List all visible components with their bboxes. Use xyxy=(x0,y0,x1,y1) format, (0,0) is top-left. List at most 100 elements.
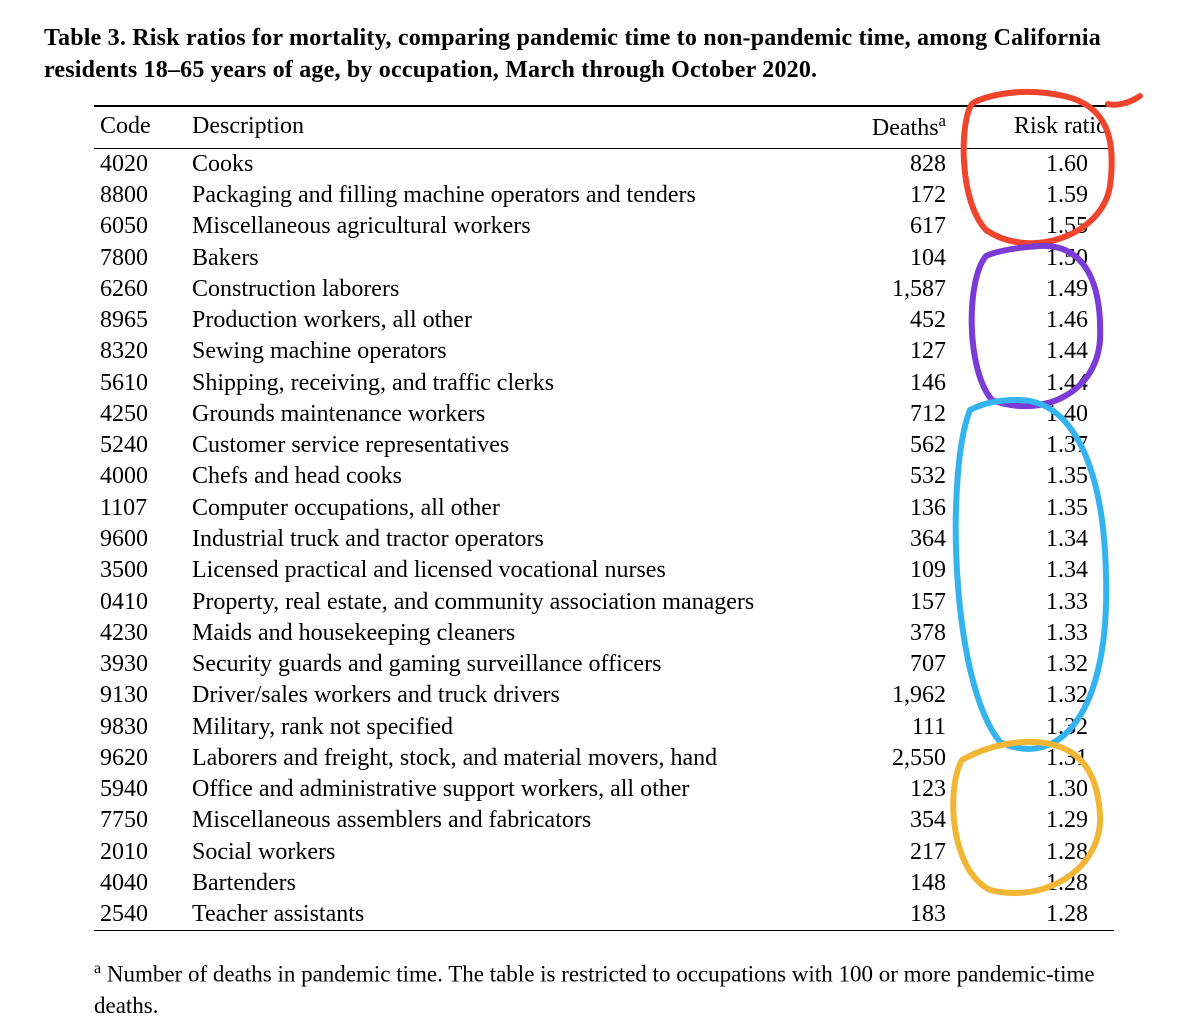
table-row: 9620Laborers and freight, stock, and mat… xyxy=(94,743,1114,774)
cell-code: 4040 xyxy=(94,868,186,899)
cell-deaths: 111 xyxy=(820,712,952,743)
cell-deaths: 364 xyxy=(820,524,952,555)
footnote-text: Number of deaths in pandemic time. The t… xyxy=(94,962,1095,1018)
cell-deaths: 127 xyxy=(820,336,952,367)
table-row: 8965Production workers, all other4521.46 xyxy=(94,305,1114,336)
table-row: 2010Social workers2171.28 xyxy=(94,837,1114,868)
cell-description: Office and administrative support worker… xyxy=(186,774,820,805)
cell-deaths: 1,962 xyxy=(820,680,952,711)
cell-risk-ratio: 1.34 xyxy=(952,524,1114,555)
cell-code: 9830 xyxy=(94,712,186,743)
table-row: 3930Security guards and gaming surveilla… xyxy=(94,649,1114,680)
table-row: 5240Customer service representatives5621… xyxy=(94,430,1114,461)
cell-deaths: 562 xyxy=(820,430,952,461)
table-footnote: a Number of deaths in pandemic time. The… xyxy=(94,954,1114,1021)
cell-description: Bartenders xyxy=(186,868,820,899)
cell-code: 2540 xyxy=(94,899,186,931)
page: Table 3. Risk ratios for mortality, comp… xyxy=(0,0,1182,1021)
table-container: Code Description Deathsa Risk ratio 4020… xyxy=(94,105,1114,932)
cell-risk-ratio: 1.35 xyxy=(952,493,1114,524)
cell-code: 4230 xyxy=(94,618,186,649)
cell-risk-ratio: 1.44 xyxy=(952,368,1114,399)
cell-description: Licensed practical and licensed vocation… xyxy=(186,555,820,586)
table-row: 4020Cooks8281.60 xyxy=(94,148,1114,180)
cell-deaths: 104 xyxy=(820,243,952,274)
cell-deaths: 136 xyxy=(820,493,952,524)
cell-risk-ratio: 1.32 xyxy=(952,680,1114,711)
cell-deaths: 217 xyxy=(820,837,952,868)
table-row: 4250Grounds maintenance workers7121.40 xyxy=(94,399,1114,430)
table-row: 7800Bakers1041.50 xyxy=(94,243,1114,274)
table-row: 9830Military, rank not specified1111.32 xyxy=(94,712,1114,743)
cell-code: 9600 xyxy=(94,524,186,555)
table-row: 8320Sewing machine operators1271.44 xyxy=(94,336,1114,367)
cell-code: 7750 xyxy=(94,805,186,836)
table-row: 5610Shipping, receiving, and traffic cle… xyxy=(94,368,1114,399)
col-header-code: Code xyxy=(94,106,186,149)
col-header-deaths-label: Deaths xyxy=(872,115,939,141)
cell-deaths: 828 xyxy=(820,148,952,180)
table-row: 6050Miscellaneous agricultural workers61… xyxy=(94,211,1114,242)
cell-risk-ratio: 1.30 xyxy=(952,774,1114,805)
cell-deaths: 617 xyxy=(820,211,952,242)
cell-description: Social workers xyxy=(186,837,820,868)
table-caption: Table 3. Risk ratios for mortality, comp… xyxy=(44,22,1146,87)
cell-risk-ratio: 1.35 xyxy=(952,461,1114,492)
cell-risk-ratio: 1.34 xyxy=(952,555,1114,586)
col-header-risk-ratio: Risk ratio xyxy=(952,106,1114,149)
cell-description: Industrial truck and tractor operators xyxy=(186,524,820,555)
cell-description: Chefs and head cooks xyxy=(186,461,820,492)
cell-description: Packaging and filling machine operators … xyxy=(186,180,820,211)
cell-description: Maids and housekeeping cleaners xyxy=(186,618,820,649)
cell-description: Sewing machine operators xyxy=(186,336,820,367)
table-row: 8800Packaging and filling machine operat… xyxy=(94,180,1114,211)
cell-risk-ratio: 1.28 xyxy=(952,837,1114,868)
table-row: 1107Computer occupations, all other1361.… xyxy=(94,493,1114,524)
cell-description: Cooks xyxy=(186,148,820,180)
cell-deaths: 707 xyxy=(820,649,952,680)
cell-deaths: 1,587 xyxy=(820,274,952,305)
cell-code: 3500 xyxy=(94,555,186,586)
cell-description: Shipping, receiving, and traffic clerks xyxy=(186,368,820,399)
cell-deaths: 378 xyxy=(820,618,952,649)
cell-code: 7800 xyxy=(94,243,186,274)
cell-description: Property, real estate, and community ass… xyxy=(186,587,820,618)
cell-deaths: 712 xyxy=(820,399,952,430)
cell-description: Driver/sales workers and truck drivers xyxy=(186,680,820,711)
cell-risk-ratio: 1.46 xyxy=(952,305,1114,336)
cell-deaths: 109 xyxy=(820,555,952,586)
cell-code: 1107 xyxy=(94,493,186,524)
cell-description: Laborers and freight, stock, and materia… xyxy=(186,743,820,774)
cell-code: 9620 xyxy=(94,743,186,774)
cell-risk-ratio: 1.28 xyxy=(952,899,1114,931)
cell-code: 0410 xyxy=(94,587,186,618)
cell-deaths: 354 xyxy=(820,805,952,836)
risk-ratio-table: Code Description Deathsa Risk ratio 4020… xyxy=(94,105,1114,932)
cell-description: Construction laborers xyxy=(186,274,820,305)
cell-description: Customer service representatives xyxy=(186,430,820,461)
col-header-deaths-super: a xyxy=(939,111,946,130)
cell-description: Military, rank not specified xyxy=(186,712,820,743)
cell-deaths: 532 xyxy=(820,461,952,492)
cell-description: Grounds maintenance workers xyxy=(186,399,820,430)
cell-deaths: 148 xyxy=(820,868,952,899)
cell-description: Miscellaneous assemblers and fabricators xyxy=(186,805,820,836)
cell-risk-ratio: 1.49 xyxy=(952,274,1114,305)
cell-risk-ratio: 1.32 xyxy=(952,649,1114,680)
cell-deaths: 2,550 xyxy=(820,743,952,774)
col-header-deaths: Deathsa xyxy=(820,106,952,149)
cell-description: Teacher assistants xyxy=(186,899,820,931)
table-row: 4230Maids and housekeeping cleaners3781.… xyxy=(94,618,1114,649)
cell-risk-ratio: 1.29 xyxy=(952,805,1114,836)
cell-risk-ratio: 1.60 xyxy=(952,148,1114,180)
cell-code: 8965 xyxy=(94,305,186,336)
cell-risk-ratio: 1.55 xyxy=(952,211,1114,242)
cell-risk-ratio: 1.31 xyxy=(952,743,1114,774)
table-row: 4000Chefs and head cooks5321.35 xyxy=(94,461,1114,492)
cell-risk-ratio: 1.33 xyxy=(952,587,1114,618)
table-row: 0410Property, real estate, and community… xyxy=(94,587,1114,618)
cell-code: 8320 xyxy=(94,336,186,367)
cell-description: Bakers xyxy=(186,243,820,274)
cell-code: 3930 xyxy=(94,649,186,680)
cell-deaths: 172 xyxy=(820,180,952,211)
